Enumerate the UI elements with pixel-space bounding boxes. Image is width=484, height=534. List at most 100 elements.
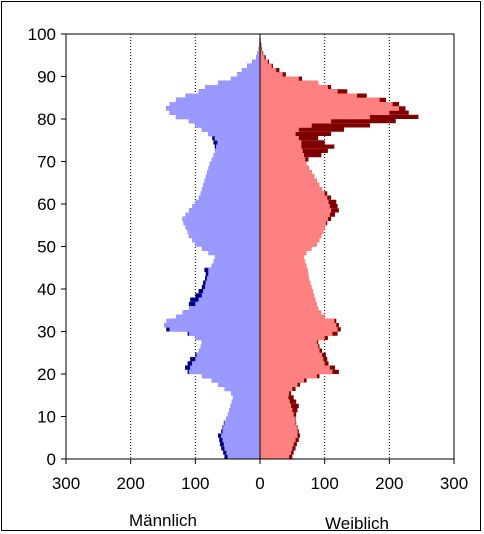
female-bar (260, 297, 316, 303)
male-bar (195, 335, 260, 341)
female-bar (260, 369, 333, 375)
male-bar (188, 331, 260, 337)
female-bar (260, 284, 312, 290)
male-bar (166, 318, 260, 324)
male-bar (175, 314, 260, 320)
male-bar (217, 140, 260, 145)
xlabel-right: Weiblich (325, 514, 389, 533)
male-bar (205, 85, 260, 90)
female-bar (260, 51, 263, 56)
female-bar (260, 140, 302, 145)
male-bar (200, 344, 260, 349)
male-bar (192, 238, 260, 243)
female-bar (260, 250, 307, 256)
female-bar (260, 174, 315, 179)
x-tick-label: 100 (310, 474, 338, 493)
female-bar (260, 170, 312, 175)
female-bar (260, 46, 262, 52)
female-bar (260, 420, 296, 426)
male-bar (217, 382, 260, 388)
female-bar (260, 131, 296, 137)
x-tick-label: 200 (375, 474, 403, 493)
male-bar (198, 89, 260, 94)
female-bar (260, 216, 328, 222)
female-bar (260, 93, 357, 99)
male-bar (182, 216, 260, 222)
female-bar (260, 335, 325, 341)
male-bar (257, 51, 260, 56)
female-bar (260, 212, 330, 218)
male-bar (196, 352, 260, 358)
male-bar (195, 123, 260, 128)
female-bar (260, 153, 304, 158)
male-bar (256, 55, 260, 60)
female-bar (260, 246, 312, 252)
male-bar (204, 178, 260, 184)
female-bar (260, 408, 293, 413)
male-bar (228, 408, 260, 413)
male-bar (222, 437, 260, 443)
female-bar (260, 255, 304, 260)
y-tick-label: 10 (37, 408, 56, 427)
male-bar (232, 395, 260, 400)
male-bar (214, 136, 260, 141)
male-bar (230, 391, 260, 396)
male-bar (188, 208, 260, 213)
y-tick-label: 100 (28, 25, 56, 44)
male-bar (209, 161, 260, 167)
male-bar (227, 454, 260, 460)
male-bar (185, 225, 260, 230)
male-bar (208, 131, 260, 137)
male-bar (231, 399, 260, 405)
male-bar (183, 221, 260, 226)
female-bar (260, 165, 310, 171)
xlabel-left: Männlich (129, 511, 197, 530)
female-bar (260, 442, 294, 447)
male-bar (201, 340, 260, 345)
male-bar (203, 182, 260, 188)
y-tick-label: 60 (37, 195, 56, 214)
female-bar (260, 429, 298, 434)
male-bar (201, 127, 260, 133)
male-bar (221, 433, 260, 439)
male-bar (175, 97, 260, 103)
female-bar (260, 225, 325, 230)
male-bar (225, 416, 260, 422)
male-bar (205, 174, 260, 179)
female-bar (260, 357, 324, 362)
male-bar (188, 119, 260, 124)
female-bar (260, 323, 337, 328)
male-bar (175, 114, 260, 120)
male-bar (217, 80, 260, 86)
male-bar (241, 68, 260, 73)
female-bar (260, 399, 290, 405)
female-bar (260, 289, 314, 294)
male-bar (223, 425, 260, 430)
male-bar (195, 357, 260, 362)
male-bar (205, 284, 260, 290)
female-bar (260, 259, 306, 264)
female-bar (260, 106, 400, 111)
female-bar (260, 242, 317, 247)
female-bar (260, 454, 290, 460)
female-bar (260, 157, 306, 162)
male-bar (169, 327, 260, 332)
female-outline-bar (260, 127, 345, 132)
male-bar (230, 76, 260, 82)
female-bar (260, 233, 322, 239)
female-bar (260, 280, 311, 286)
female-bar (260, 352, 323, 358)
male-bar (200, 191, 260, 196)
male-bar (198, 195, 260, 201)
male-bar (222, 429, 260, 434)
female-bar (260, 293, 315, 298)
y-tick-label: 0 (47, 450, 56, 469)
female-bar (260, 123, 312, 128)
female-bar (260, 348, 320, 354)
male-bar (205, 280, 260, 286)
female-bar (260, 97, 380, 103)
male-bar (201, 246, 260, 252)
female-bar (260, 391, 290, 396)
male-bar (164, 323, 260, 328)
